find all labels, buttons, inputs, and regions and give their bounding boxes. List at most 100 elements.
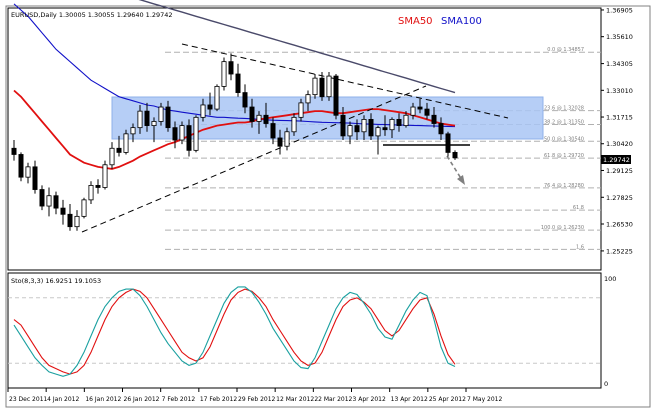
- price-tick-label: 1.26530: [606, 220, 633, 228]
- bear-candle-body: [53, 195, 59, 209]
- candle: [39, 185, 45, 211]
- arrow-head-icon: [457, 175, 465, 185]
- bear-candle-body: [354, 125, 360, 133]
- sma50-line: [13, 89, 456, 170]
- candle: [340, 107, 346, 141]
- candle: [452, 150, 458, 160]
- bull-candle-body: [151, 121, 157, 126]
- bull-candle-body: [221, 61, 227, 87]
- time-tick-label: 3 Apr 2012: [353, 396, 386, 403]
- candle: [396, 113, 402, 132]
- candles: [11, 53, 458, 231]
- candle: [438, 117, 444, 141]
- time-tick-label: 7 Feb 2012: [162, 396, 196, 403]
- bull-candle-body: [46, 195, 52, 207]
- bull-candle-body: [361, 119, 367, 133]
- time-tick-label: 13 Apr 2012: [391, 396, 428, 403]
- candle: [193, 115, 199, 153]
- bull-candle-body: [256, 114, 262, 122]
- candle: [32, 160, 38, 194]
- bear-candle-body: [431, 114, 437, 124]
- candle: [123, 129, 129, 155]
- bear-candle-body: [417, 106, 423, 110]
- time-tick-label: 22 Mar 2012: [314, 396, 352, 403]
- moving-averages: [13, 0, 456, 170]
- candle: [165, 100, 171, 132]
- bull-candle-body: [102, 164, 108, 188]
- bear-candle-body: [172, 127, 178, 141]
- candle: [53, 191, 59, 215]
- bull-candle-body: [375, 127, 381, 137]
- candle: [445, 131, 451, 157]
- stochastic-tick-0: 0: [604, 380, 608, 388]
- candle: [18, 152, 24, 182]
- bear-candle-body: [228, 61, 234, 75]
- bull-candle-body: [88, 185, 94, 201]
- fib-level-label: 1.6: [576, 244, 584, 250]
- bull-candle-body: [403, 114, 409, 126]
- bear-candle-body: [249, 106, 255, 122]
- fib-level-label: 0.0 @ 1.34857: [547, 47, 584, 53]
- candle: [389, 117, 395, 138]
- candle: [137, 104, 143, 134]
- candle: [144, 102, 150, 132]
- time-tick-label: 26 Jan 2012: [124, 396, 160, 403]
- candle: [417, 98, 423, 114]
- sma100-line: [13, 3, 456, 128]
- bull-candle-body: [193, 116, 199, 151]
- bull-candle-body: [284, 131, 290, 147]
- candle: [333, 74, 339, 120]
- candle: [25, 162, 31, 184]
- bear-candle-body: [424, 108, 430, 116]
- candle: [151, 117, 157, 143]
- bull-candle-body: [179, 125, 185, 141]
- time-tick-label: 12 Mar 2012: [276, 396, 314, 403]
- candle: [235, 63, 241, 97]
- bear-candle-body: [333, 75, 339, 116]
- candle: [130, 123, 136, 143]
- bear-candle-body: [382, 127, 388, 131]
- bull-candle-body: [410, 106, 416, 116]
- candle: [158, 102, 164, 126]
- fib-level-label: 61.8 @ 1.29720: [544, 153, 584, 159]
- bear-candle-body: [116, 147, 122, 153]
- price-tick-label: 1.31715: [606, 114, 633, 122]
- bull-candle-body: [326, 75, 332, 98]
- candle: [109, 142, 115, 169]
- candle: [319, 71, 325, 101]
- candle: [221, 57, 227, 91]
- candle: [214, 84, 220, 112]
- bear-candle-body: [235, 73, 241, 93]
- candle: [298, 98, 304, 122]
- candle: [172, 121, 178, 149]
- bear-candle-body: [186, 125, 192, 151]
- time-tick-label: 16 Jan 2012: [85, 396, 121, 403]
- bear-candle-body: [32, 166, 38, 190]
- current-price-label: 1.29742: [603, 156, 630, 164]
- candle: [326, 71, 332, 101]
- time-tick-label: 17 Feb 2012: [200, 396, 238, 403]
- trend-lines: [81, 43, 509, 233]
- bear-candle-body: [67, 213, 73, 228]
- time-tick-label: 23 Dec 2011: [9, 396, 48, 403]
- bear-candle-body: [242, 92, 248, 108]
- bear-candle-body: [340, 114, 346, 137]
- descending-trendline: [181, 43, 509, 119]
- price-tick-label: 1.34305: [606, 60, 633, 68]
- time-tick-label: 4 Jan 2012: [47, 396, 79, 403]
- candle: [102, 160, 108, 190]
- bull-candle-body: [158, 106, 164, 122]
- bear-candle-body: [277, 137, 283, 147]
- candle: [242, 84, 248, 114]
- candle: [277, 129, 283, 155]
- fib-level-label: 100.0 @ 1.26230: [541, 225, 584, 231]
- candle: [375, 125, 381, 155]
- bull-candle-body: [305, 94, 311, 104]
- candle: [361, 115, 367, 141]
- time-tick-label: 25 Apr 2012: [429, 396, 466, 403]
- bear-candle-body: [18, 154, 24, 178]
- time-axis: 23 Dec 2011 4 Jan 2012 16 Jan 2012 26 Jan 2…: [7, 388, 502, 403]
- bull-candle-body: [389, 119, 395, 131]
- bull-candle-body: [200, 104, 206, 118]
